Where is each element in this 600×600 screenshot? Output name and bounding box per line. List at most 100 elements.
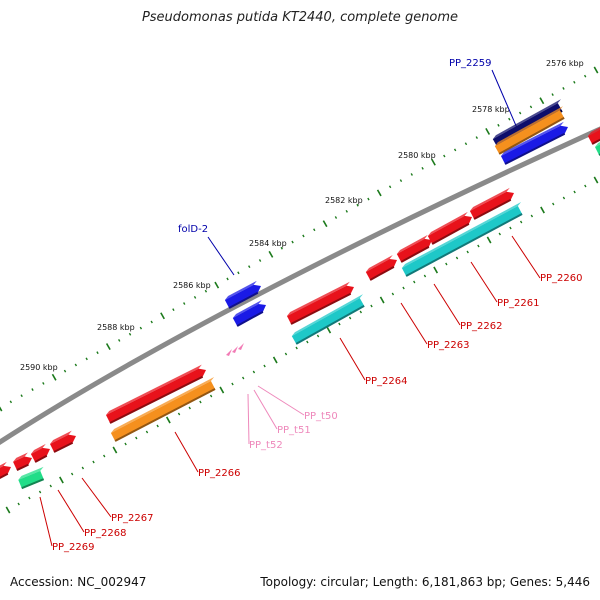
gene-arrow-PP_2263 [365, 254, 397, 281]
outer-tick [128, 332, 132, 336]
gene-arrow-PP_2259-c-top [500, 121, 564, 156]
inner-tick [59, 476, 64, 484]
gene-arrow-PP_2268-edge [34, 454, 48, 463]
inner-tick [252, 370, 256, 374]
feature-label-pp-2264: PP_2264 [365, 376, 408, 387]
gene-arrow-folD-2-a-top [224, 280, 257, 301]
gene-arrow-green-edge [594, 142, 600, 156]
outer-tick-ring [0, 66, 599, 412]
outer-tick [583, 74, 587, 78]
leader-pp-2267 [81, 477, 112, 518]
outer-tick [204, 289, 208, 293]
gene-arrow-PP_2267-edge [53, 441, 74, 453]
gene-arrow-cyan-2-edge [295, 305, 365, 345]
gene-arrow-cyan-2-top [291, 294, 364, 337]
gene-arrow-PP_2264-face [286, 285, 354, 325]
leader-pp-t50 [257, 385, 305, 416]
gene-arrow-PP_2266-edge [109, 375, 204, 424]
gene-arrow-folD-2-a-edge [228, 291, 259, 309]
gene-arrow-orange-2 [110, 377, 216, 442]
gene-arrow-cyan-1-edge [405, 213, 523, 277]
outer-tick [74, 363, 78, 367]
leader-pp-t52 [247, 393, 250, 445]
leader-pp-2259 [491, 69, 518, 129]
genome-summary-text: Topology: circular; Length: 6,181,863 bp… [260, 575, 590, 589]
inner-tick [284, 352, 288, 356]
outer-tick [593, 66, 599, 74]
trna-chevron [232, 346, 238, 353]
inner-tick [562, 196, 566, 200]
gene-arrow-PP_2260-edge [473, 198, 512, 220]
inner-tick [272, 356, 278, 364]
inner-tick [177, 412, 181, 416]
gene-arrow-PP_2259-b [494, 106, 565, 155]
outer-tick [399, 179, 403, 183]
outer-tick [226, 277, 229, 281]
outer-tick [410, 173, 413, 176]
outer-tick [508, 117, 511, 121]
gene-arrow-PP_2261-top [427, 211, 468, 237]
inner-tick [199, 400, 202, 404]
gene-arrow-PP_2261-face [427, 215, 472, 244]
outer-tick [388, 185, 392, 189]
inner-tick [81, 466, 85, 470]
leader-pp-2269 [39, 496, 53, 547]
feature-label-pp-t52: PP_t52 [249, 440, 283, 451]
gene-arrow-edge-top [587, 127, 600, 137]
inner-tick [17, 502, 20, 506]
outer-tick [31, 388, 34, 391]
inner-tick [370, 304, 373, 308]
gene-arrow-cyan-2-face [291, 298, 365, 344]
label-leader-lines [39, 69, 541, 547]
gene-arrow-PP_2266-top [105, 364, 202, 415]
gene-arrow-PP_2261-edge [431, 222, 470, 245]
inner-tick [573, 190, 576, 194]
outer-tick [518, 111, 522, 115]
gene-arrow-PP_2263-edge [369, 265, 395, 281]
gene-arrow-folD-2-a [224, 280, 261, 309]
map-title: Pseudomonas putida KT2440, complete geno… [141, 10, 459, 25]
gene-arrow-green-edge-top [594, 142, 600, 147]
outer-tick [214, 281, 220, 289]
gene-arrow-orange-2-top [110, 377, 215, 434]
inner-tick [433, 266, 439, 274]
outer-tick [268, 250, 274, 258]
leader-pp-2268 [57, 489, 85, 533]
outer-tick [539, 97, 545, 105]
inner-tick [477, 244, 480, 248]
inner-tick [402, 286, 405, 290]
leader-pp-2260 [511, 235, 541, 279]
gene-arrow-folD-2-a-face [224, 284, 261, 308]
gene-arrow-PP_2262-face [396, 238, 432, 262]
feature-label-pp-2267: PP_2267 [111, 513, 154, 524]
gene-arrow-green-face [18, 470, 44, 489]
scale-label: 2582 kbp [325, 196, 363, 205]
inner-tick [445, 262, 448, 266]
scale-label: 2584 kbp [249, 239, 287, 248]
outer-tick [172, 308, 175, 312]
gene-arrow-PP_2263-top [365, 254, 393, 273]
inner-tick [593, 176, 599, 184]
inner-tick [156, 424, 159, 428]
outer-tick [51, 373, 57, 381]
outer-tick [150, 320, 153, 324]
genome-backbone [0, 126, 600, 445]
outer-tick [160, 312, 165, 320]
gene-arrow-PP_2260 [469, 187, 514, 220]
leader-pp-2264 [339, 337, 366, 381]
gene-arrow-PP_2264-top [286, 281, 350, 316]
gene-arrow-folD-2-b-top [232, 299, 262, 319]
gene-arrow-edge-left-face [0, 465, 11, 478]
leader-pp-t51 [253, 389, 278, 430]
inner-tick [242, 376, 245, 380]
inner-tick-ring [5, 176, 599, 514]
gene-arrow-orange-2-edge [114, 388, 216, 442]
outer-tick [464, 142, 468, 146]
gene-arrow-PP_2260-top [469, 187, 510, 212]
inner-tick [28, 496, 31, 500]
outer-tick [475, 136, 479, 139]
trna-chevron [238, 343, 244, 350]
inner-tick [5, 506, 11, 514]
inner-tick [423, 274, 427, 278]
